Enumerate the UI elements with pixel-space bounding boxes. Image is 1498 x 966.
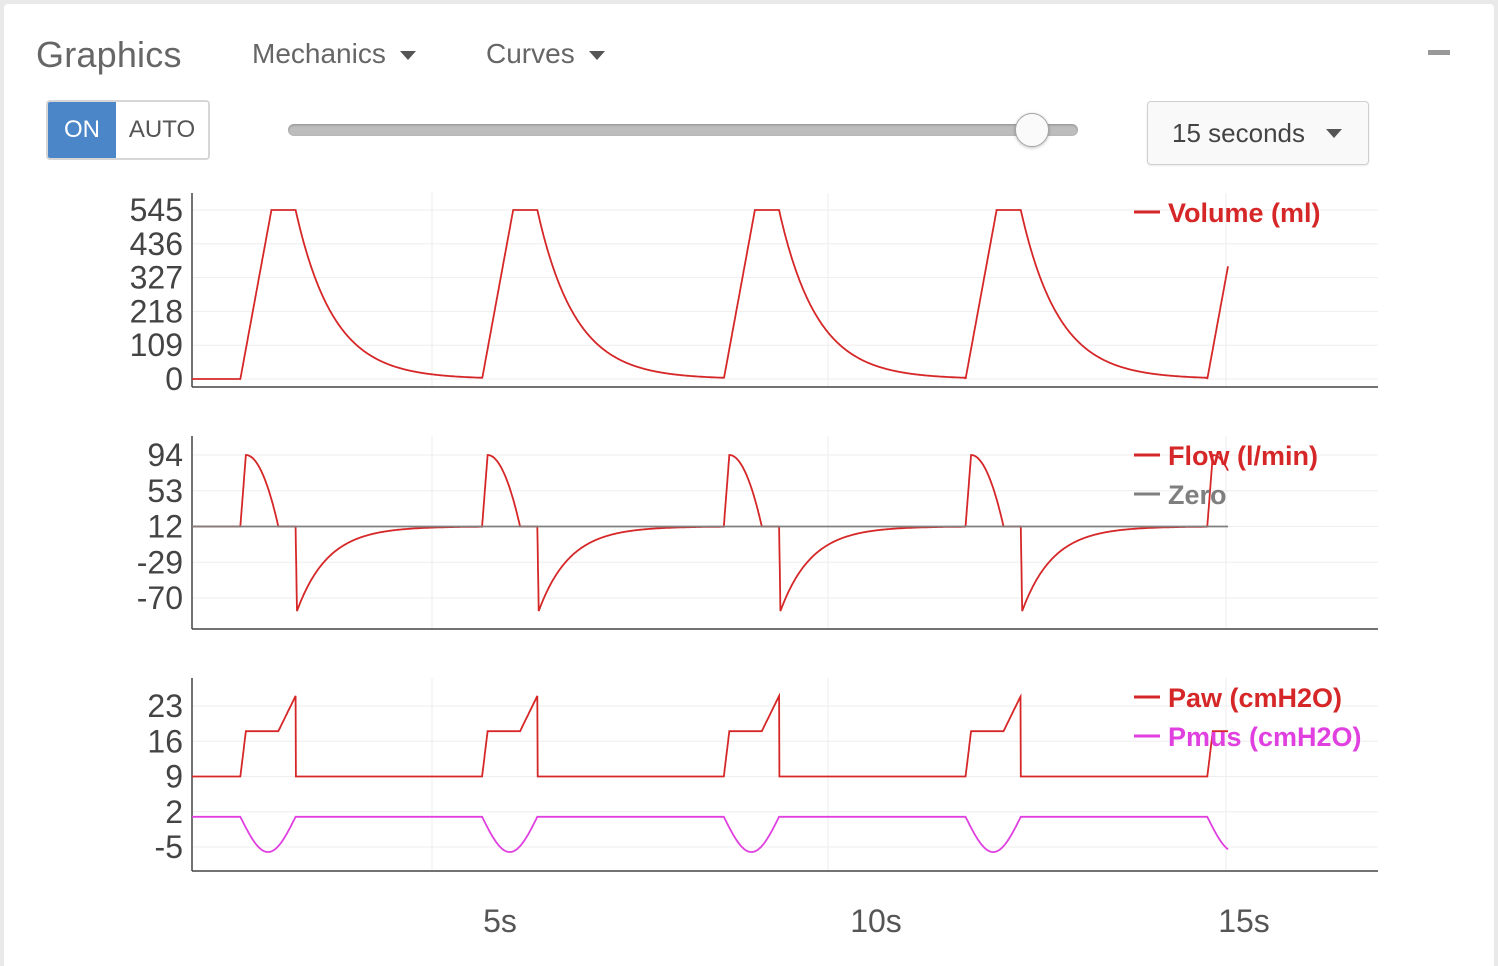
series-line-pmus-cmh2o- [192,815,1229,853]
chevron-down-icon [1326,128,1342,138]
auto-button[interactable]: AUTO [116,102,208,158]
panel-title: Graphics [36,34,182,75]
y-tick-label: 2 [165,794,183,830]
y-tick-label: 327 [130,260,183,296]
slider-thumb[interactable] [1014,113,1049,147]
curves-label: Curves [486,38,575,69]
series-line-flow-l-min- [192,454,1229,612]
y-tick-label: 9 [165,759,183,795]
y-tick-label: 16 [147,723,183,759]
time-window-select[interactable]: 15 seconds [1147,101,1369,165]
x-tick-label: 10s [850,903,902,939]
legend-label: Pmus (cmH2O) [1168,722,1362,752]
y-tick-label: 94 [147,437,183,473]
y-tick-label: 218 [130,293,183,329]
legend-label: Flow (l/min) [1168,441,1318,471]
legend-label: Paw (cmH2O) [1168,683,1342,713]
legend-label: Volume (ml) [1168,198,1321,228]
curves-dropdown[interactable]: Curves [486,38,605,70]
y-tick-label: 545 [130,192,183,228]
speed-slider[interactable] [288,113,1078,147]
y-tick-label: -70 [137,580,183,616]
y-tick-label: -29 [137,544,183,580]
chevron-down-icon [588,51,605,61]
on-auto-toggle[interactable]: ON AUTO [46,100,210,160]
x-tick-label: 5s [483,903,517,939]
y-tick-label: 0 [165,361,183,397]
series-line-paw-cmh2o- [192,692,1228,778]
y-tick-label: 12 [147,509,183,545]
chevron-down-icon [399,51,416,61]
on-button[interactable]: ON [48,102,116,158]
series-line-volume-ml- [192,209,1229,380]
mechanics-label: Mechanics [252,38,386,69]
y-tick-label: 53 [147,473,183,509]
y-tick-label: -5 [155,829,183,865]
legend-label: Zero [1168,480,1227,510]
x-tick-label: 15s [1218,903,1270,939]
y-tick-label: 436 [130,226,183,262]
minus-icon[interactable] [1428,50,1450,55]
time-window-value: 15 seconds [1172,117,1305,148]
slider-track[interactable] [288,124,1078,136]
y-tick-label: 109 [130,327,183,363]
mechanics-dropdown[interactable]: Mechanics [252,38,416,70]
y-tick-label: 23 [147,688,183,724]
